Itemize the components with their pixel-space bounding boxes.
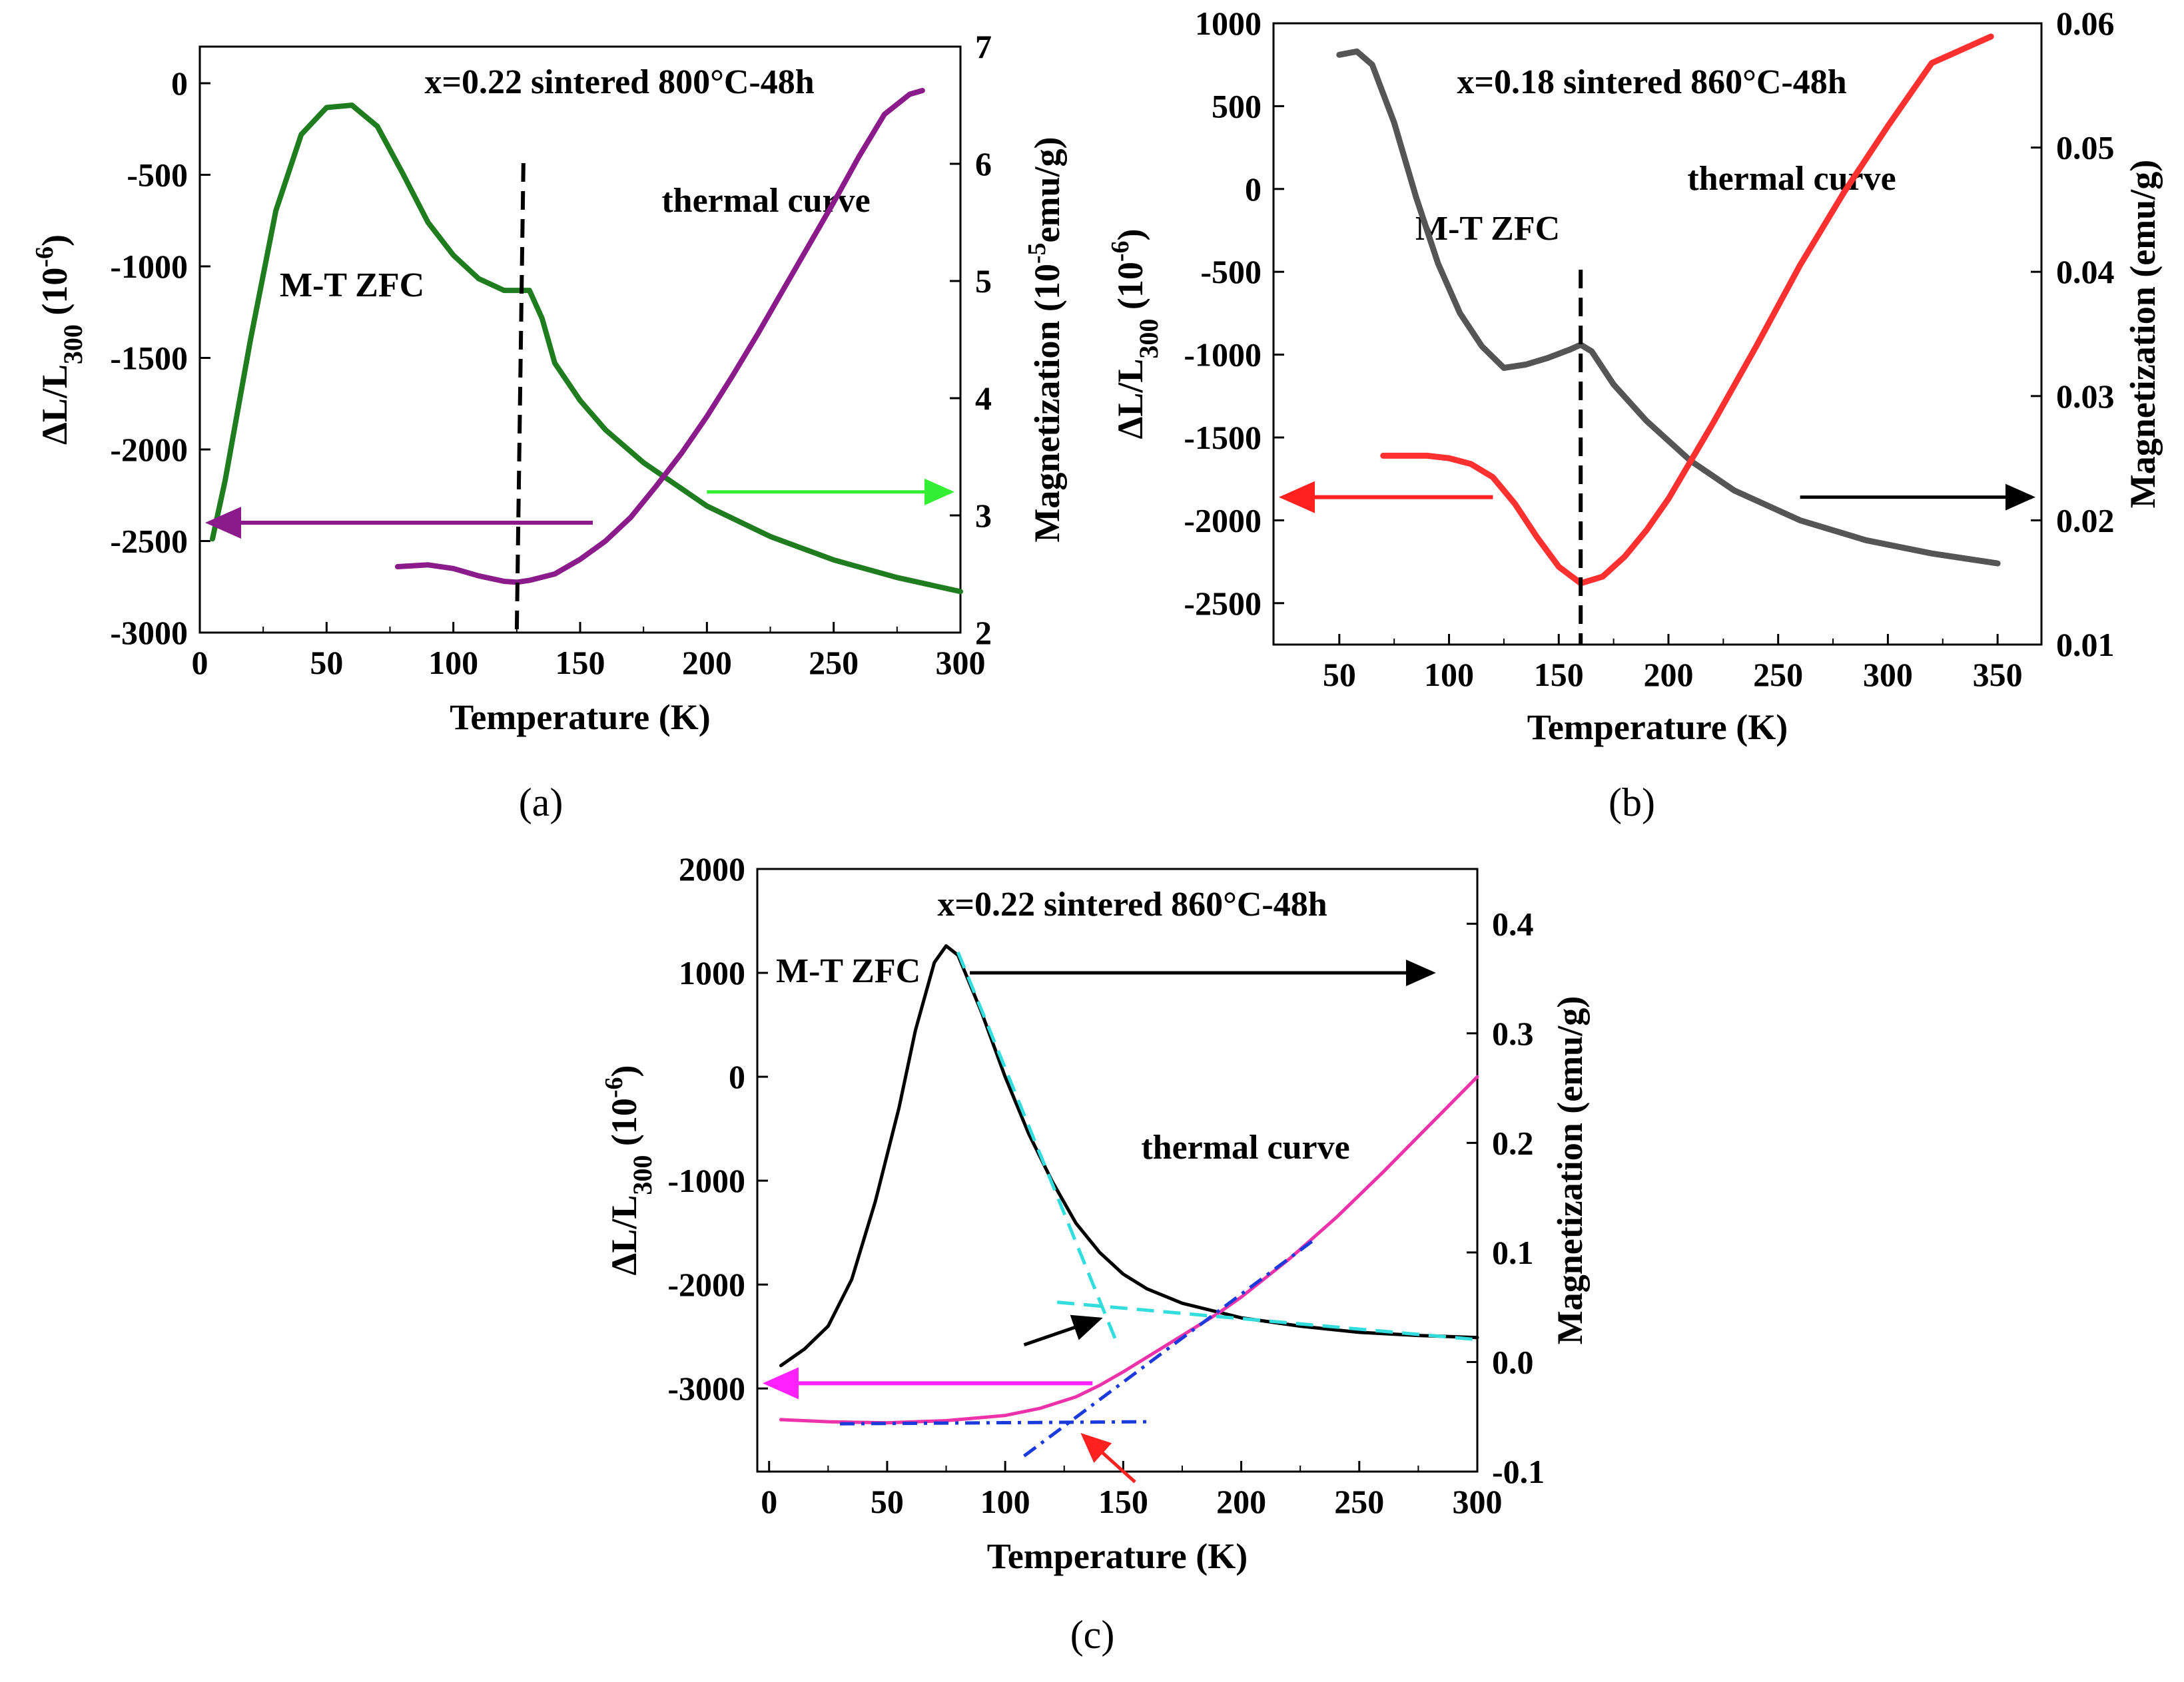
y-left-tick-label: 0 xyxy=(1245,170,1262,208)
y-right-tick-label: 2 xyxy=(975,614,992,651)
y-left-tick-label: -500 xyxy=(127,156,188,194)
plot-frame xyxy=(198,45,962,634)
x-tick-label: 200 xyxy=(1643,656,1693,693)
y-right-tick-label: 0.0 xyxy=(1492,1343,1534,1380)
y-left-tick-label: -2000 xyxy=(1184,501,1262,539)
y-left-tick-label: -2500 xyxy=(110,523,188,560)
panel-a: 0 50 100 150 200 250 300-3000-2500-2000-1500-1… xyxy=(31,28,1067,824)
x-tick-label: 100 xyxy=(428,644,478,681)
y-left-tick-label: -500 xyxy=(1200,253,1262,290)
y-left-axis-label: ΔL/L300 (10-6) xyxy=(31,234,88,445)
y-left-axis-label: ΔL/L300 (10-6) xyxy=(600,1065,657,1275)
y-right-tick-label: 6 xyxy=(975,145,992,182)
series-mt-zfc-line xyxy=(779,944,1479,1368)
series-mt-zfc-line xyxy=(210,103,963,595)
x-tick-label: 150 xyxy=(555,644,605,681)
x-tick-label: 150 xyxy=(1098,1483,1148,1520)
annotation-mt-zfc: M-T ZFC xyxy=(776,952,920,990)
tangent-line-mt xyxy=(1056,1300,1478,1342)
tangent-line-thermal xyxy=(1023,1236,1318,1458)
x-tick-label: 200 xyxy=(1216,1483,1266,1520)
y-right-tick-label: 0.2 xyxy=(1492,1124,1534,1161)
x-tick-label: 250 xyxy=(1753,656,1803,693)
y-right-tick-label: 7 xyxy=(975,28,992,65)
y-left-tick-label: -2000 xyxy=(110,431,188,468)
x-tick-label: 0 xyxy=(192,644,208,681)
x-tick-label: 100 xyxy=(980,1483,1030,1520)
y-right-tick-label: 0.1 xyxy=(1492,1234,1534,1271)
x-tick-label: 300 xyxy=(1453,1483,1503,1520)
y-left-tick-label: 1000 xyxy=(679,954,745,991)
chart-title: x=0.18 sintered 860°C-48h xyxy=(1457,63,1846,101)
y-right-axis-label: Magnetization (10-5emu/g) xyxy=(1023,137,1067,542)
y-left-tick-label: 0 xyxy=(171,65,188,102)
y-left-tick-label: 1000 xyxy=(1195,5,1262,42)
y-right-tick-label: 4 xyxy=(975,380,992,417)
x-tick-label: 50 xyxy=(1323,656,1356,693)
x-axis-label: Temperature (K) xyxy=(987,1536,1248,1576)
x-tick-label: 250 xyxy=(809,644,859,681)
y-right-axis-label: Magnetization (emu/g) xyxy=(2123,160,2163,508)
plot-frame xyxy=(756,868,1479,1473)
y-left-tick-label: -3000 xyxy=(110,614,188,651)
panel-caption: (a) xyxy=(519,780,563,824)
y-right-tick-label: -0.1 xyxy=(1492,1453,1545,1490)
y-right-axis-label: Magnetization (emu/g) xyxy=(1550,996,1590,1344)
x-tick-label: 350 xyxy=(1973,656,2023,693)
plot-frame xyxy=(1272,22,2043,646)
y-left-tick-label: 500 xyxy=(1212,87,1262,125)
y-right-tick-label: 0.05 xyxy=(2056,129,2115,166)
x-tick-label: 200 xyxy=(682,644,732,681)
y-left-tick-label: -2000 xyxy=(667,1266,745,1303)
y-right-tick-label: 0.3 xyxy=(1492,1015,1534,1052)
x-tick-label: 300 xyxy=(1863,656,1913,693)
y-left-tick-label: -2500 xyxy=(1184,585,1262,622)
pointer-arrow-black xyxy=(1023,1314,1103,1347)
y-left-tick-label: 2000 xyxy=(679,850,745,888)
pointer-arrow-red xyxy=(1080,1433,1136,1484)
series-thermal-curve-line xyxy=(779,1075,1479,1425)
x-tick-label: 0 xyxy=(761,1483,777,1520)
y-left-tick-label: 0 xyxy=(729,1058,745,1095)
series-thermal-curve-line xyxy=(1380,33,1994,587)
annotation-mt-zfc: M-T ZFC xyxy=(1415,210,1560,248)
y-left-tick-label: -3000 xyxy=(667,1370,745,1407)
y-right-tick-label: 0.01 xyxy=(2056,626,2115,663)
y-right-tick-label: 0.4 xyxy=(1492,905,1534,942)
panel-caption: (c) xyxy=(1070,1613,1115,1657)
tangent-line-mt xyxy=(956,951,1120,1348)
transition-dashed-line xyxy=(514,162,526,633)
y-right-tick-label: 0.06 xyxy=(2056,5,2115,42)
x-tick-label: 150 xyxy=(1534,656,1584,693)
annotation-thermal-curve: thermal curve xyxy=(1141,1129,1349,1167)
y-right-tick-label: 5 xyxy=(975,262,992,300)
annotation-mt-zfc: M-T ZFC xyxy=(280,266,424,304)
y-left-tick-label: -1500 xyxy=(110,340,188,377)
panel-caption: (b) xyxy=(1609,780,1655,824)
x-axis-label: Temperature (K) xyxy=(450,697,710,737)
series-mt-zfc-line xyxy=(1336,48,2001,567)
y-right-tick-label: 0.03 xyxy=(2056,378,2115,415)
x-tick-label: 300 xyxy=(936,644,986,681)
chart-title: x=0.22 sintered 860°C-48h xyxy=(937,886,1327,924)
x-tick-label: 100 xyxy=(1424,656,1474,693)
y-left-axis-label: ΔL/L300 (10-6) xyxy=(1106,228,1164,439)
y-right-tick-label: 0.04 xyxy=(2056,253,2115,290)
y-left-tick-label: -1500 xyxy=(1184,419,1262,456)
tangent-line-thermal xyxy=(840,1420,1152,1426)
chart-title: x=0.22 sintered 800°C-48h xyxy=(424,63,814,101)
x-tick-label: 250 xyxy=(1334,1483,1384,1520)
panel-c: 0 50 100 150 200 250 300 -3000 -2000 -1000 0 1000 20… xyxy=(600,850,1590,1657)
x-axis-label: Temperature (K) xyxy=(1527,707,1788,747)
y-left-tick-label: -1000 xyxy=(667,1162,745,1199)
y-right-tick-label: 3 xyxy=(975,497,992,534)
y-right-tick-label: 0.02 xyxy=(2056,501,2115,539)
y-left-tick-label: -1000 xyxy=(110,248,188,285)
series-thermal-curve-line xyxy=(394,88,925,585)
x-tick-label: 50 xyxy=(871,1483,904,1520)
y-left-tick-label: -1000 xyxy=(1184,336,1262,374)
x-tick-label: 50 xyxy=(310,644,343,681)
panel-b: 50 100 150 200 250 300 350 -2500 -2000 -1500 -1000… xyxy=(1106,5,2163,824)
